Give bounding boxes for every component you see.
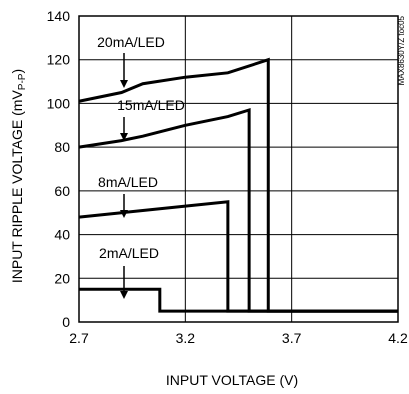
x-tick-label: 2.7	[69, 330, 89, 346]
series-label-20ma-led: 20mA/LED	[97, 34, 165, 50]
y-axis-title-close: )	[9, 69, 25, 74]
y-tick-label: 140	[47, 8, 71, 24]
y-axis-title-main: INPUT RIPPLE VOLTAGE (mV	[9, 90, 25, 284]
x-axis-title: INPUT VOLTAGE (V)	[166, 372, 298, 388]
annotation-arrow-head	[120, 210, 128, 218]
series-label-15ma-led: 15mA/LED	[117, 97, 185, 113]
annotations: 20mA/LED 15mA/LED 8mA/LED 2mA/LED	[97, 34, 185, 299]
annotation-arrow-head	[120, 291, 128, 299]
series-label-2ma-led: 2mA/LED	[99, 245, 159, 261]
annotation-arrow-head	[120, 80, 128, 88]
x-tick-label: 3.7	[282, 330, 302, 346]
y-tick-label: 20	[54, 270, 70, 286]
y-axis-title-subscript: P-P	[17, 73, 28, 90]
grid	[79, 16, 398, 322]
y-tick-label: 80	[54, 139, 70, 155]
y-tick-label: 120	[47, 52, 71, 68]
y-tick-label: 60	[54, 183, 70, 199]
series-label-8ma-led: 8mA/LED	[98, 174, 158, 190]
x-tick-label: 3.2	[176, 330, 196, 346]
tick-labels: 0 20 40 60 80 100 120 140 2.7 3.2 3.7 4.2	[47, 8, 408, 346]
y-tick-label: 40	[54, 227, 70, 243]
y-tick-label: 100	[47, 95, 71, 111]
series-line-2ma-led	[79, 287, 398, 313]
y-axis-title: INPUT RIPPLE VOLTAGE (mVP-P)	[9, 69, 28, 283]
x-tick-label: 4.2	[388, 330, 408, 346]
y-tick-label: 0	[62, 314, 70, 330]
annotation-arrow-head	[120, 133, 128, 141]
plot-frame	[78, 15, 399, 323]
figure-code: MAX8630Y/Z toc05	[397, 15, 406, 85]
series-line-15ma-led	[78, 107, 398, 313]
